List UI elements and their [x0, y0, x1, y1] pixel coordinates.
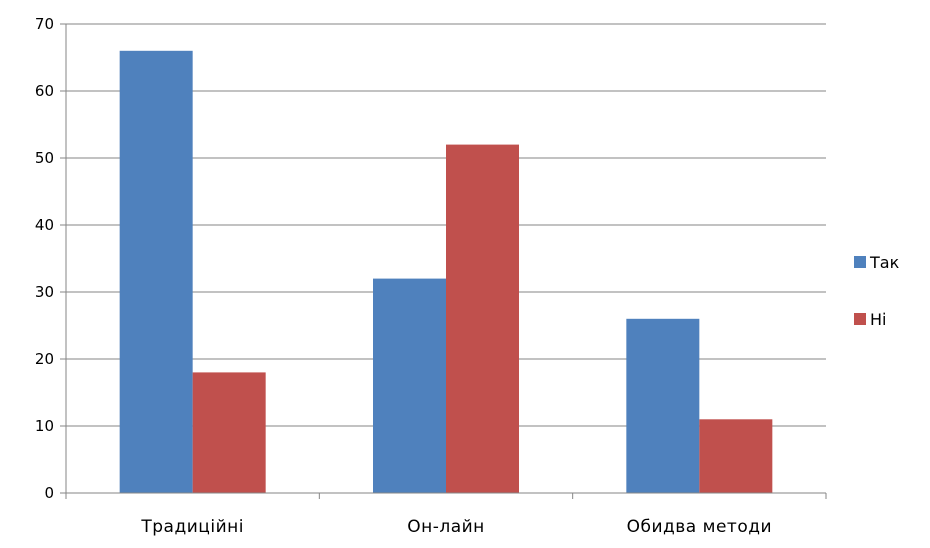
bars	[119, 50, 773, 494]
bar-ni-1	[446, 144, 519, 493]
y-tick-label: 30	[35, 283, 54, 301]
legend-label-ni: Ні	[870, 310, 886, 329]
y-tick-label: 40	[35, 216, 54, 234]
axes	[60, 23, 827, 499]
y-tick-label: 50	[35, 149, 54, 167]
legend-swatch-tak	[854, 256, 866, 268]
tick-labels: 0 10 20 30 40 50 60 70 Традиційні Он-лайн Обидва м…	[35, 15, 772, 537]
y-tick-label: 0	[44, 484, 54, 502]
x-category-label: Он-лайн	[407, 517, 485, 537]
bar-tak-0	[119, 50, 193, 494]
x-category-label: Обидва методи	[627, 517, 772, 537]
x-category-label: Традиційні	[140, 517, 244, 537]
bar-ni-2	[699, 419, 773, 493]
y-tick-label: 70	[35, 15, 54, 33]
legend: Так Ні	[854, 253, 900, 329]
legend-swatch-ni	[854, 313, 866, 325]
y-tick-label: 20	[35, 350, 54, 368]
bar-ni-0	[192, 372, 266, 493]
legend-label-tak: Так	[869, 253, 900, 272]
bar-tak-1	[373, 278, 446, 493]
bar-tak-2	[626, 318, 700, 493]
y-tick-label: 10	[35, 417, 54, 435]
y-tick-label: 60	[35, 82, 54, 100]
